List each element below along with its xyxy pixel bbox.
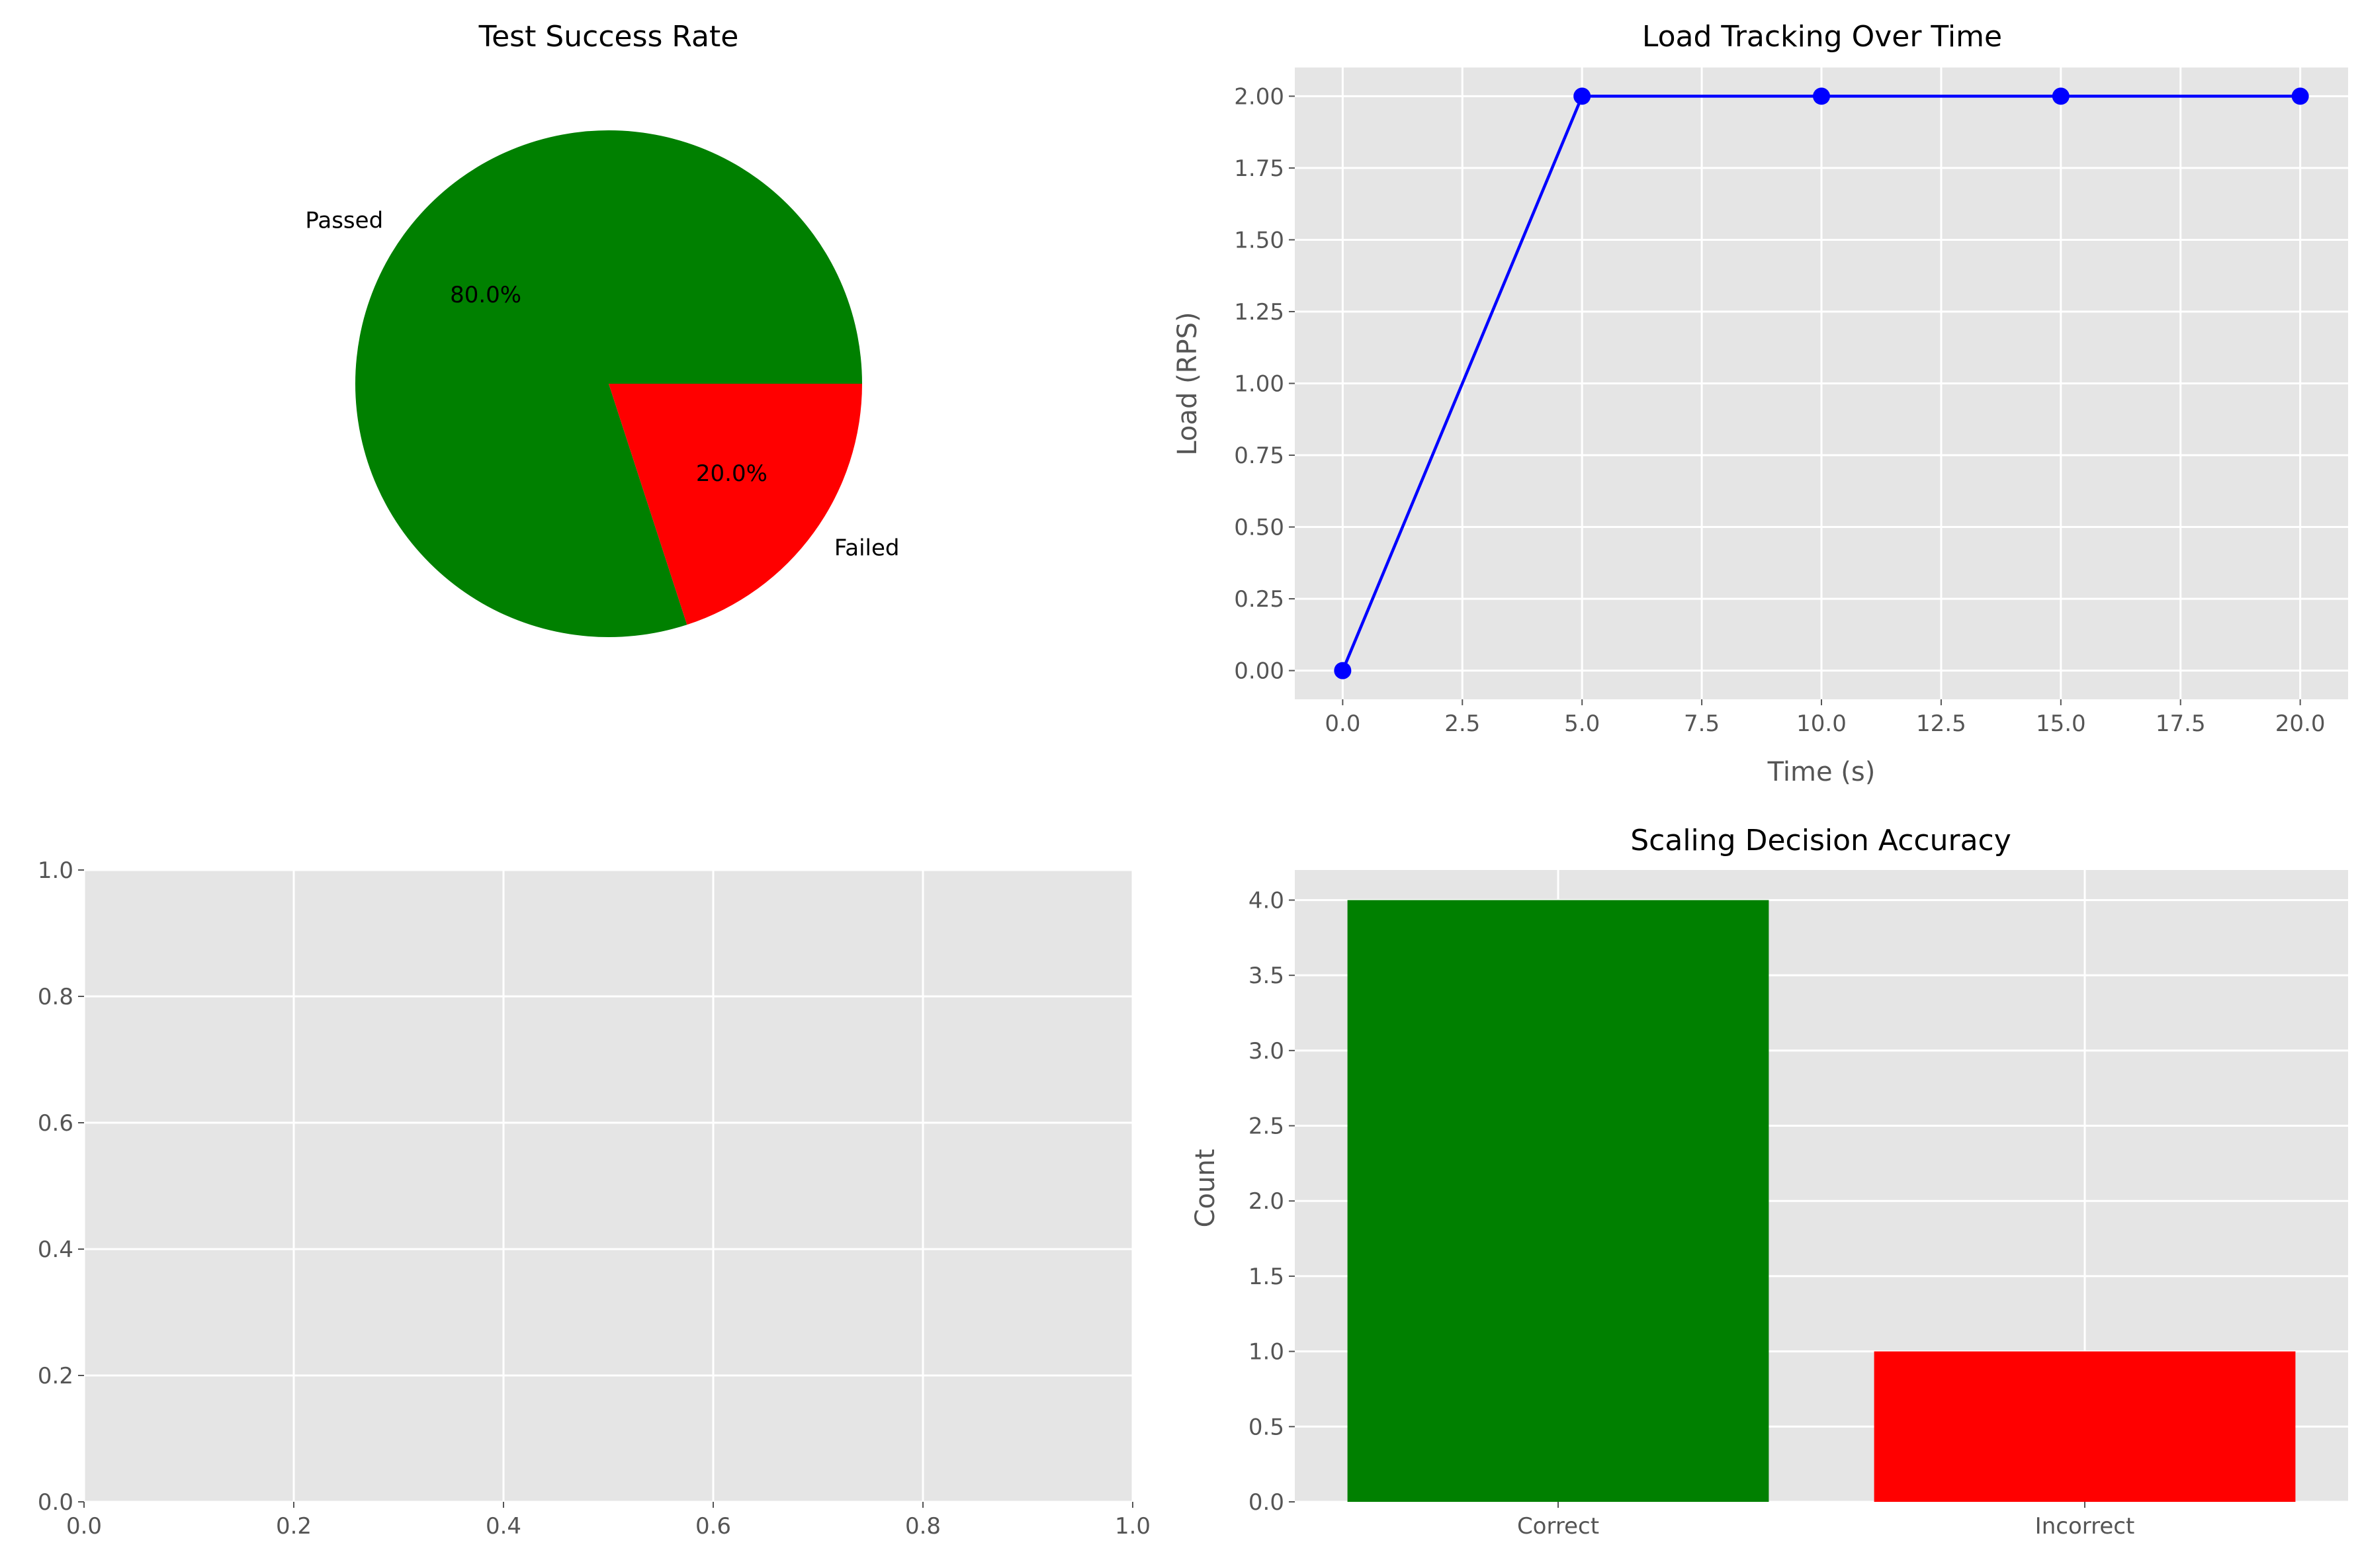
line-chart-ytick-label: 2.00 xyxy=(1234,83,1284,110)
bar-chart-ytick-label: 1.0 xyxy=(1248,1339,1284,1366)
line-chart-ylabel: Load (RPS) xyxy=(1172,312,1203,455)
pie-chart-title: Test Success Rate xyxy=(478,20,739,54)
line-series-load xyxy=(1334,87,2309,679)
line-chart-ytick-label: 1.25 xyxy=(1234,299,1284,326)
empty-axes-xtick-label: 0.4 xyxy=(486,1513,521,1540)
line-chart-ytick-label: 0.50 xyxy=(1234,515,1284,541)
line-chart-xtick-label: 17.5 xyxy=(2156,711,2206,737)
line-chart-ytick-label: 1.50 xyxy=(1234,227,1284,253)
line-point xyxy=(1813,87,1830,105)
pie-percent-passed: 80.0% xyxy=(450,282,521,308)
bar-chart-title: Scaling Decision Accuracy xyxy=(1630,824,2011,857)
line-chart-xtick-label: 20.0 xyxy=(2275,711,2326,737)
line-chart-xtick-label: 15.0 xyxy=(2036,711,2086,737)
bar-chart-ytick-label: 3.0 xyxy=(1248,1038,1284,1065)
bar-series xyxy=(1347,900,2296,1502)
empty-axes-ytick-label: 1.0 xyxy=(38,857,73,884)
bar-incorrect xyxy=(1874,1351,2296,1502)
bar-chart-ytick-label: 2.0 xyxy=(1248,1188,1284,1215)
empty-axes-xtick-label: 0.8 xyxy=(905,1513,941,1540)
line-chart-ticks: 0.00 0.25 0.50 0.75 1.00 1.25 1.50 1.75 2.00 0.0 2… xyxy=(1234,83,2325,737)
pie-slice-failed xyxy=(609,384,862,625)
empty-axes-ytick-label: 0.8 xyxy=(38,984,73,1010)
empty-axes-panel: 0.0 0.2 0.4 0.6 0.8 1.0 0.0 0.2 0.4 0.6 0.8 1.0 xyxy=(38,857,1151,1540)
bar-chart-ytick-label: 3.5 xyxy=(1248,963,1284,989)
empty-axes-xtick-label: 0.6 xyxy=(695,1513,731,1540)
bar-chart-ytick-label: 0.0 xyxy=(1248,1489,1284,1516)
line-chart-ytick-label: 0.00 xyxy=(1234,658,1284,685)
pie-label-passed: Passed xyxy=(305,207,383,234)
line-chart-xtick-label: 0.0 xyxy=(1325,711,1360,737)
pie-percent-failed: 20.0% xyxy=(696,460,767,487)
empty-axes-ytick-label: 0.0 xyxy=(38,1489,73,1516)
empty-axes-plot-area xyxy=(84,870,1133,1502)
bar-chart-ytick-label: 2.5 xyxy=(1248,1113,1284,1140)
empty-axes-xtick-label: 1.0 xyxy=(1115,1513,1151,1540)
pie-slice-passed xyxy=(355,130,862,638)
line-chart-xlabel: Time (s) xyxy=(1767,757,1876,787)
line-chart-xtick-label: 2.5 xyxy=(1444,711,1480,737)
line-chart-ytick-label: 1.00 xyxy=(1234,371,1284,398)
empty-axes-ticks: 0.0 0.2 0.4 0.6 0.8 1.0 0.0 0.2 0.4 0.6 0.8 1.0 xyxy=(38,857,1151,1540)
bar-chart-ytick-label: 0.5 xyxy=(1248,1414,1284,1440)
pie-label-failed: Failed xyxy=(834,535,900,562)
bar-chart-xtick-label: Correct xyxy=(1517,1513,1599,1540)
pie-chart-panel: Test Success Rate Passed 80.0% Failed 20.0% xyxy=(305,20,900,638)
line-chart-ytick-label: 0.75 xyxy=(1234,443,1284,469)
bar-chart-panel: Scaling Decision Accuracy 0.0 0.5 1.0 1.5 2.… xyxy=(1190,824,2348,1540)
empty-axes-xtick-label: 0.0 xyxy=(66,1513,102,1540)
empty-axes-xtick-label: 0.2 xyxy=(276,1513,312,1540)
empty-axes-ytick-label: 0.2 xyxy=(38,1363,73,1389)
line-chart-ytick-label: 1.75 xyxy=(1234,155,1284,182)
line-point xyxy=(1573,87,1591,105)
line-chart-xtick-label: 5.0 xyxy=(1564,711,1600,737)
line-chart-title: Load Tracking Over Time xyxy=(1642,20,2002,54)
line-chart-xtick-label: 12.5 xyxy=(1916,711,1966,737)
line-chart-xtick-label: 10.0 xyxy=(1796,711,1847,737)
bar-chart-ticks: 0.0 0.5 1.0 1.5 2.0 2.5 3.0 3.5 4.0 Correct Incorr… xyxy=(1248,887,2134,1540)
bar-correct xyxy=(1347,900,1769,1502)
line-chart-xtick-label: 7.5 xyxy=(1684,711,1720,737)
line-point xyxy=(2291,87,2309,105)
line-chart-panel: Load Tracking Over Time 0.00 0.25 0.50 0.75… xyxy=(1172,20,2348,787)
empty-axes-ytick-label: 0.6 xyxy=(38,1110,73,1137)
bar-chart-xtick-label: Incorrect xyxy=(2035,1513,2135,1540)
bar-chart-ytick-label: 4.0 xyxy=(1248,887,1284,914)
line-point xyxy=(2052,87,2070,105)
empty-axes-grid xyxy=(83,869,1134,1503)
line-point xyxy=(1334,662,1352,679)
line-chart-ytick-label: 0.25 xyxy=(1234,586,1284,613)
empty-axes-ytick-label: 0.4 xyxy=(38,1237,73,1263)
bar-chart-ytick-label: 1.5 xyxy=(1248,1264,1284,1290)
pie-slices: Passed 80.0% Failed 20.0% xyxy=(305,130,900,638)
line-chart-grid xyxy=(1295,67,2348,699)
bar-chart-ylabel: Count xyxy=(1190,1149,1221,1228)
